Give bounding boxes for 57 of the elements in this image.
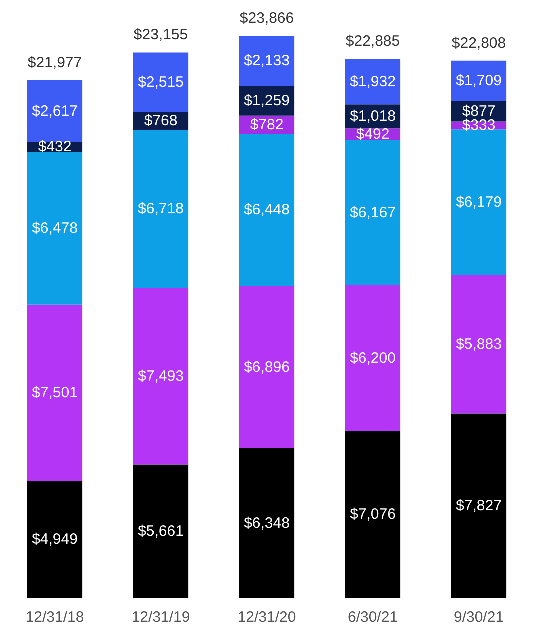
data-label: $6,478 [32,220,78,238]
data-label: $6,200 [350,350,396,367]
data-label: $768 [144,112,178,130]
total-label: $22,885 [346,33,400,50]
bar [345,140,401,286]
data-label: $1,259 [244,92,290,110]
data-label: $7,493 [138,368,184,385]
x-tick-label: 12/31/20 [238,609,296,626]
bar [345,285,401,432]
data-label: $7,076 [350,506,396,524]
data-label: $2,617 [32,102,78,120]
bar [27,152,83,305]
x-tick-label: 12/31/18 [26,609,84,626]
bar [27,304,83,482]
bar [239,134,295,286]
total-label: $23,866 [240,10,294,27]
data-label: $4,949 [32,531,78,548]
x-tick-label: 9/30/21 [454,609,504,626]
data-label: $1,932 [350,73,396,90]
data-label: $1,709 [456,72,502,90]
data-label: $5,661 [138,522,184,540]
total-label: $21,977 [28,54,82,72]
data-label: $2,133 [244,52,290,70]
data-label: $1,018 [350,108,396,126]
x-tick-label: 12/31/19 [132,609,190,626]
data-label: $7,501 [32,384,78,402]
data-label: $492 [356,126,390,143]
total-label: $22,808 [452,34,506,52]
data-label: $877 [462,102,496,120]
bar [451,275,507,414]
bar [451,60,507,102]
data-label: $6,348 [244,514,290,532]
bar [133,464,189,598]
data-label: $6,718 [138,200,184,218]
data-label: $432 [38,138,72,156]
bar [239,448,295,598]
data-label: $6,179 [456,194,502,211]
bar [133,288,189,465]
bar [345,59,401,105]
data-label: $782 [250,116,284,134]
bar [133,52,189,112]
bar [345,431,401,598]
bar [239,286,295,449]
x-tick-label: 6/30/21 [348,609,398,626]
bar [27,481,83,598]
data-label: $6,896 [244,358,290,376]
data-label: $6,167 [350,204,396,222]
bar [239,36,295,86]
data-label: $7,827 [456,497,502,514]
data-label: $5,883 [456,336,502,353]
bar [451,130,507,276]
bar [451,414,507,598]
data-label: $2,515 [138,74,184,91]
data-label: $6,448 [244,202,290,219]
data-label: $333 [462,117,496,134]
total-label: $23,155 [134,26,188,44]
bar [133,130,189,288]
